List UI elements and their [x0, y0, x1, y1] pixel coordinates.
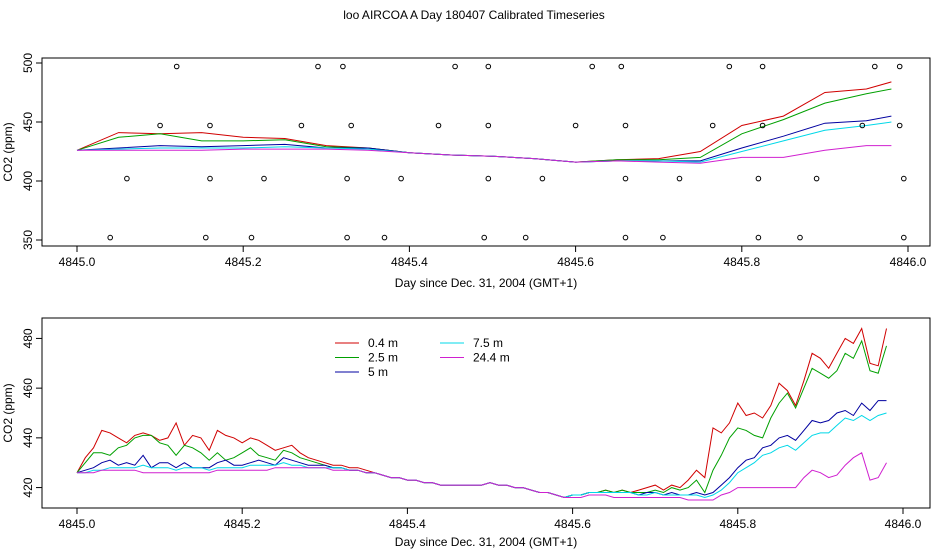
x-tick-label: 4845.4 [391, 255, 428, 269]
flag-point [157, 122, 163, 129]
flag-point [348, 122, 355, 129]
bottom-plot-frame [41, 317, 931, 509]
flag-point [485, 122, 492, 129]
flag-point [622, 234, 629, 241]
y-tick-label: 420 [21, 477, 35, 497]
flag-point [485, 63, 492, 70]
y-tick-label: 460 [21, 378, 35, 398]
top-y-axis-label: CO2 (ppm) [1, 122, 15, 181]
flag-point [901, 234, 907, 241]
legend-label: 2.5 m [368, 351, 398, 365]
flag-point [755, 175, 762, 182]
x-tick-label: 4845.0 [59, 255, 96, 269]
flag-point [522, 234, 529, 241]
flag-point [813, 175, 820, 182]
y-tick-label: 500 [21, 53, 35, 73]
flag-point [618, 63, 625, 70]
y-tick-label: 350 [21, 230, 35, 250]
flag-point [107, 234, 113, 241]
flag-point [344, 234, 350, 241]
x-tick-label: 4845.2 [224, 517, 261, 531]
x-tick-label: 4845.2 [225, 255, 262, 269]
top-plot-frame [41, 57, 931, 247]
flag-point [173, 63, 180, 70]
top-x-axis: 4845.0 4845.2 4845.4 4845.6 4845.8 4846.0 [59, 246, 927, 269]
flag-point [901, 175, 907, 182]
series-line [76, 88, 892, 163]
flag-point [398, 175, 404, 182]
flag-point [315, 63, 321, 70]
flag-point [896, 122, 903, 129]
flag-point [481, 234, 488, 241]
bottom-panel: 4845.0 4845.2 4845.4 4845.6 4845.8 4846.0 420… [1, 317, 931, 549]
flag-point [207, 175, 213, 182]
flag-point [896, 63, 903, 70]
flag-point [622, 122, 629, 129]
flag-point [485, 175, 492, 182]
figure-title: loo AIRCOA A Day 180407 Calibrated Times… [343, 8, 604, 22]
flag-point [298, 122, 305, 129]
flag-point [872, 63, 878, 70]
flag-point [261, 175, 267, 182]
x-tick-label: 4845.4 [389, 517, 426, 531]
top-flag-points [107, 63, 907, 241]
legend-label: 5 m [368, 365, 388, 379]
bottom-x-axis: 4845.0 4845.2 4845.4 4845.6 4845.8 4846.0 [59, 508, 922, 531]
x-tick-label: 4846.0 [890, 255, 927, 269]
bottom-y-axis: 420 440 460 480 [21, 328, 42, 498]
series-line [77, 145, 892, 164]
x-tick-label: 4845.6 [557, 255, 594, 269]
flag-point [759, 122, 766, 129]
x-tick-label: 4846.0 [885, 517, 922, 531]
flag-point [381, 234, 388, 241]
legend-label: 0.4 m [368, 336, 398, 350]
flag-point [660, 234, 666, 241]
y-tick-label: 480 [21, 328, 35, 348]
y-tick-label: 440 [21, 428, 35, 448]
flag-point [572, 122, 579, 129]
legend-label: 24.4 m [473, 351, 510, 365]
x-tick-label: 4845.8 [719, 517, 756, 531]
x-tick-label: 4845.8 [723, 255, 760, 269]
flag-point [755, 234, 762, 241]
flag-point [452, 63, 458, 70]
y-tick-label: 450 [21, 112, 35, 132]
legend-label: 7.5 m [473, 336, 503, 350]
bottom-y-axis-label: CO2 (ppm) [1, 383, 15, 442]
bottom-x-axis-label: Day since Dec. 31, 2004 (GMT+1) [395, 535, 577, 549]
flag-point [344, 175, 350, 182]
flag-point [589, 63, 596, 70]
flag-point [676, 175, 683, 182]
top-y-axis: 350 400 450 500 [21, 53, 42, 250]
flag-point [340, 63, 346, 70]
flag-point [203, 234, 209, 241]
flag-point [207, 122, 213, 129]
flag-point [539, 175, 546, 182]
flag-point [709, 122, 716, 129]
legend: 0.4 m2.5 m5 m 7.5 m24.4 m [335, 336, 510, 379]
x-tick-label: 4845.0 [59, 517, 96, 531]
flag-point [859, 122, 866, 129]
bottom-series-lines [76, 327, 887, 501]
flag-point [759, 63, 766, 70]
top-x-axis-label: Day since Dec. 31, 2004 (GMT+1) [395, 276, 577, 290]
series-line [76, 115, 892, 163]
flag-point [726, 63, 733, 70]
top-panel: 4845.0 4845.2 4845.4 4845.6 4845.8 4846.0 350… [1, 53, 931, 290]
x-tick-label: 4845.6 [554, 517, 591, 531]
series-line [77, 452, 887, 501]
flag-point [248, 234, 255, 241]
flag-point [622, 175, 629, 182]
flag-point [797, 234, 803, 241]
top-series-lines [76, 81, 892, 164]
y-tick-label: 400 [21, 171, 35, 191]
flag-point [435, 122, 442, 129]
flag-point [124, 175, 130, 182]
